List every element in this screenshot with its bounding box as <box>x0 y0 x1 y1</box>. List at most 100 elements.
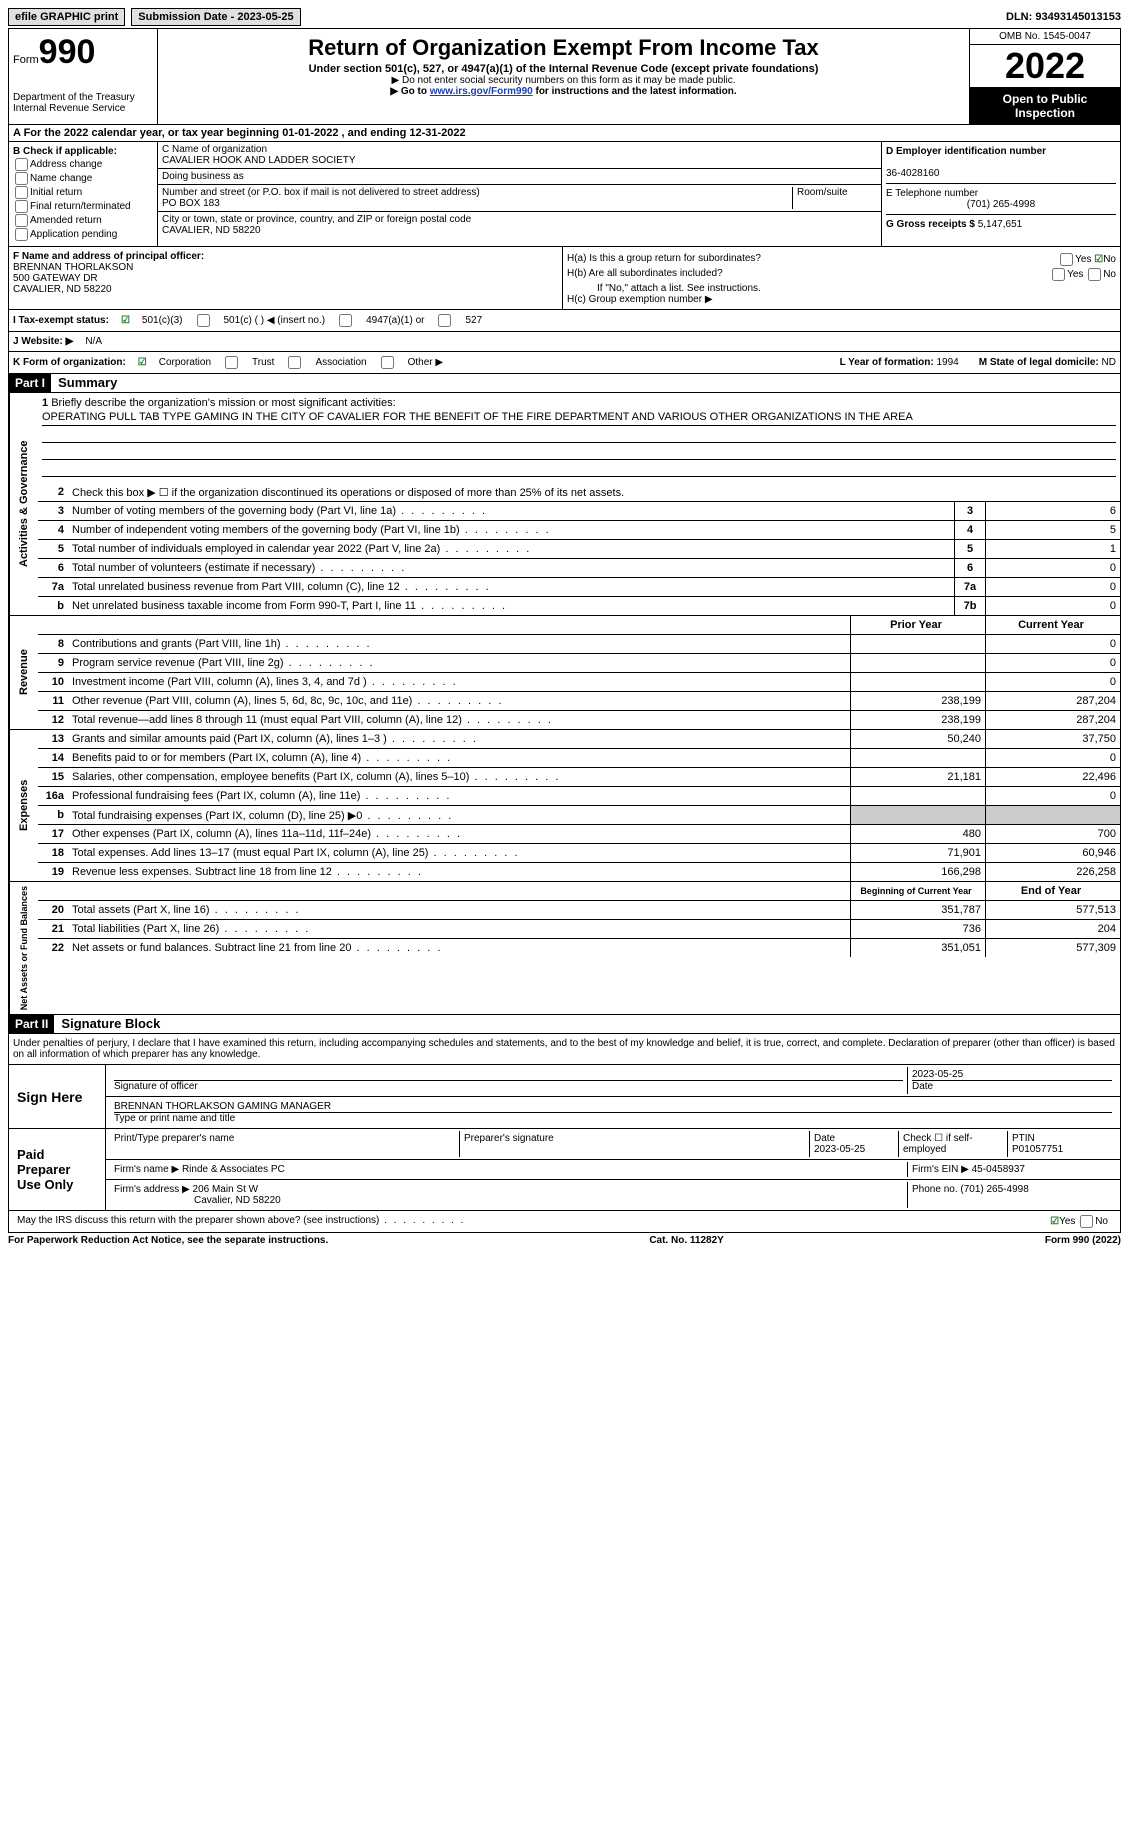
room-lbl: Room/suite <box>797 187 848 198</box>
firm-name-lbl: Firm's name ▶ <box>114 1164 182 1175</box>
hc-txt: H(c) Group exemption number ▶ <box>567 294 1116 305</box>
net-section: Net Assets or Fund Balances Beginning of… <box>8 882 1121 1015</box>
irs-link[interactable]: www.irs.gov/Form990 <box>430 86 533 97</box>
check-icon: ☑ <box>1094 254 1103 265</box>
line-6: 6 Total number of volunteers (estimate i… <box>38 559 1120 578</box>
hb-no[interactable] <box>1088 268 1101 281</box>
name-change[interactable]: Name change <box>13 172 153 185</box>
current-val: 0 <box>985 635 1120 653</box>
501c-cb[interactable] <box>197 314 210 327</box>
sub-date-val: 2023-05-25 <box>237 11 293 23</box>
tel-block: E Telephone number (701) 265-4998 <box>886 188 1116 215</box>
officer-addr2: CAVALIER, ND 58220 <box>13 284 112 295</box>
sign-right: Signature of officer 2023-05-25Date BREN… <box>106 1065 1120 1128</box>
part1-title: Summary <box>58 375 117 390</box>
sig-block: Under penalties of perjury, I declare th… <box>8 1034 1121 1233</box>
addr-change[interactable]: Address change <box>13 158 153 171</box>
form-word: Form <box>13 54 39 66</box>
footer-left: For Paperwork Reduction Act Notice, see … <box>8 1235 328 1246</box>
prior-val: 238,199 <box>850 711 985 729</box>
gross-block: G Gross receipts $ 5,147,651 <box>886 219 1116 230</box>
org-name-cell: C Name of organization CAVALIER HOOK AND… <box>158 142 881 169</box>
ha-line: H(a) Is this a group return for subordin… <box>567 253 1116 266</box>
prior-val: 71,901 <box>850 844 985 862</box>
line-num: 12 <box>38 714 68 726</box>
vtab-rev: Revenue <box>9 616 38 729</box>
current-val: 226,258 <box>985 863 1120 881</box>
line-txt: Total revenue—add lines 8 through 11 (mu… <box>68 712 850 728</box>
line-num: 4 <box>38 524 68 536</box>
sub3-pre: ▶ Go to <box>390 86 429 97</box>
current-val: 0 <box>985 673 1120 691</box>
ptin: PTINP01057751 <box>1008 1131 1116 1157</box>
assoc-cb[interactable] <box>288 356 301 369</box>
tel-lbl: E Telephone number <box>886 188 978 199</box>
line-num: 22 <box>38 942 68 954</box>
initial-return[interactable]: Initial return <box>13 186 153 199</box>
line-val: 0 <box>985 559 1120 577</box>
col-h: H(a) Is this a group return for subordin… <box>563 247 1120 309</box>
gross-lbl: G Gross receipts $ <box>886 219 978 230</box>
trust-cb[interactable] <box>225 356 238 369</box>
prior-val <box>850 673 985 691</box>
line-txt: Total expenses. Add lines 13–17 (must eq… <box>68 845 850 861</box>
line-3: 3 Number of voting members of the govern… <box>38 502 1120 521</box>
efile-btn[interactable]: efile GRAPHIC print <box>8 8 125 26</box>
firm-ein-lbl: Firm's EIN ▶ <box>912 1164 972 1175</box>
line-val: 6 <box>985 502 1120 520</box>
col-d: D Employer identification number 36-4028… <box>882 142 1120 246</box>
amended-return[interactable]: Amended return <box>13 214 153 227</box>
hb-yes[interactable] <box>1052 268 1065 281</box>
footer-mid: Cat. No. 11282Y <box>649 1235 723 1246</box>
section-bcd: B Check if applicable: Address change Na… <box>8 142 1121 247</box>
line-4: 4 Number of independent voting members o… <box>38 521 1120 540</box>
col-f: F Name and address of principal officer:… <box>9 247 563 309</box>
hb-note: If "No," attach a list. See instructions… <box>567 283 1116 294</box>
line-val: 1 <box>985 540 1120 558</box>
line-9: 9 Program service revenue (Part VIII, li… <box>38 654 1120 673</box>
final-return[interactable]: Final return/terminated <box>13 200 153 213</box>
4947-cb[interactable] <box>339 314 352 327</box>
line-b: b Net unrelated business taxable income … <box>38 597 1120 615</box>
may-irs-row: May the IRS discuss this return with the… <box>9 1210 1120 1232</box>
omb: OMB No. 1545-0047 <box>970 29 1120 45</box>
cb-label: Amended return <box>30 215 102 226</box>
cb-label: Application pending <box>30 229 117 240</box>
trust: Trust <box>252 357 274 368</box>
yes-lbl: Yes <box>1075 254 1091 265</box>
other-cb[interactable] <box>381 356 394 369</box>
sub-date-btn[interactable]: Submission Date - 2023-05-25 <box>131 8 300 26</box>
yes-lbl: Yes <box>1059 1216 1075 1227</box>
prior-val: 21,181 <box>850 768 985 786</box>
may-irs-no[interactable] <box>1080 1215 1093 1228</box>
app-pending[interactable]: Application pending <box>13 228 153 241</box>
line-num: 11 <box>38 695 68 707</box>
l-val: 1994 <box>936 357 958 368</box>
mission-lbl: Briefly describe the organization's miss… <box>51 397 395 409</box>
current-val: 700 <box>985 825 1120 843</box>
header-left: Form990 Department of the Treasury Inter… <box>9 29 158 124</box>
firm-addr-row: Firm's address ▶ 206 Main St WCavalier, … <box>106 1180 1120 1210</box>
line-num: 19 <box>38 866 68 878</box>
tax-status-lbl: I Tax-exempt status: <box>13 315 109 326</box>
current-val: 0 <box>985 749 1120 767</box>
city-val: CAVALIER, ND 58220 <box>162 225 877 236</box>
firm-name-row: Firm's name ▶ Rinde & Associates PC Firm… <box>106 1160 1120 1180</box>
vtab-gov: Activities & Governance <box>9 393 38 615</box>
ha-yes[interactable] <box>1060 253 1073 266</box>
prep-date: Date2023-05-25 <box>810 1131 899 1157</box>
name-title: BRENNAN THORLAKSON GAMING MANAGER <box>114 1101 331 1112</box>
other: Other ▶ <box>408 357 443 368</box>
exp-body: 13 Grants and similar amounts paid (Part… <box>38 730 1120 881</box>
line-txt: Total fundraising expenses (Part IX, col… <box>68 807 850 824</box>
line-2: 2Check this box ▶ ☐ if the organization … <box>38 483 1120 502</box>
line-10: 10 Investment income (Part VIII, column … <box>38 673 1120 692</box>
subtitle-3: ▶ Go to www.irs.gov/Form990 for instruct… <box>162 86 965 97</box>
527-cb[interactable] <box>438 314 451 327</box>
vtab-net: Net Assets or Fund Balances <box>9 882 38 1014</box>
row-k: K Form of organization: ☑Corporation Tru… <box>8 352 1121 374</box>
date-lbl: Date <box>912 1080 1112 1092</box>
line-num: 8 <box>38 638 68 650</box>
line-txt: Program service revenue (Part VIII, line… <box>68 655 850 671</box>
line-txt: Salaries, other compensation, employee b… <box>68 769 850 785</box>
